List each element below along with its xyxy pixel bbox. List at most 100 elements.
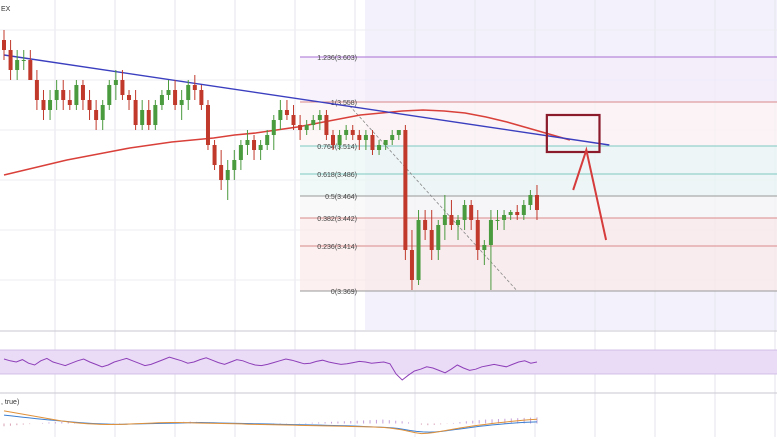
forecast-arrow [572, 146, 608, 241]
candle-body [311, 120, 316, 125]
candle-body [67, 100, 72, 105]
candle-body [304, 125, 309, 130]
candle-body [423, 220, 428, 230]
candle-body [390, 135, 395, 140]
candle-body [21, 60, 26, 61]
candle-body [146, 110, 151, 125]
candle-body [291, 115, 296, 125]
candle-body [442, 215, 447, 225]
candle-body [508, 212, 513, 215]
symbol-label: EX [1, 6, 11, 13]
candle-body [113, 80, 118, 85]
candle-body [173, 90, 178, 105]
candle-body [357, 135, 362, 140]
candle-body [469, 205, 474, 220]
macd-params-label: , true) [1, 399, 20, 406]
candle-body [462, 205, 467, 220]
candle-body [8, 50, 13, 70]
fib-level-label: 0.618(3.486) [317, 172, 357, 179]
candle-body [107, 85, 112, 105]
annotation-layer [545, 113, 608, 241]
moving-average-line [3, 109, 571, 176]
fib-level-label: 0.5(3.464) [325, 194, 357, 201]
candle-body [449, 215, 454, 225]
candle-body [344, 130, 349, 135]
overlay-lines-layer [3, 54, 610, 176]
candle-body [219, 165, 224, 180]
fibonacci-layer: 0(3.369) 0.236(3.414) 0.382(3.442) 0.5(3.46… [300, 55, 777, 296]
candle-body [232, 160, 237, 170]
resistance-trendline [3, 54, 610, 146]
candle-body [87, 100, 92, 110]
candle-body [258, 145, 263, 150]
candles-layer [2, 30, 539, 290]
candle-body [475, 220, 480, 250]
candle-body [140, 110, 145, 125]
candle-body [271, 120, 276, 135]
candle-body [403, 130, 408, 250]
candle-body [192, 85, 197, 90]
candle-body [515, 212, 520, 215]
candle-body [199, 90, 204, 105]
candle-body [495, 220, 500, 221]
candle-body [186, 85, 191, 100]
fib-band [300, 146, 777, 174]
candle-body [212, 145, 217, 165]
candle-body [15, 60, 20, 70]
candle-body [298, 125, 303, 130]
candle-body [396, 130, 401, 135]
candle-body [28, 60, 33, 80]
fib-band [300, 174, 777, 196]
candle-body [166, 90, 171, 95]
candle-body [409, 250, 414, 280]
candle-body [502, 215, 507, 220]
fib-level-label: 0.382(3.442) [317, 216, 357, 223]
fib-band [300, 246, 777, 291]
candle-body [278, 110, 283, 120]
candle-body [383, 140, 388, 145]
candle-body [100, 105, 105, 120]
rsi-line [3, 356, 538, 381]
rsi-band [0, 350, 777, 374]
candle-body [80, 85, 85, 100]
rsi-panel [0, 349, 777, 381]
candle-body [317, 115, 322, 120]
macd-panel [3, 410, 538, 435]
candle-body [120, 80, 125, 95]
fib-level-label: 1(3.558) [331, 100, 357, 107]
fib-level-label: 0.764(3.514) [317, 144, 357, 151]
candle-body [370, 135, 375, 150]
candle-body [350, 130, 355, 135]
candle-body [179, 100, 184, 105]
candle-body [2, 40, 6, 50]
fib-band [300, 102, 777, 146]
candle-body [265, 135, 270, 145]
candle-body [436, 225, 441, 250]
candle-body [34, 80, 39, 100]
candle-body [54, 90, 59, 100]
candle-body [41, 100, 46, 110]
macd-signal-line [3, 410, 538, 435]
candle-body [61, 90, 66, 100]
candle-body [252, 140, 257, 150]
candle-body [331, 135, 335, 145]
resistance-zone-box [545, 113, 601, 154]
candle-body [534, 195, 539, 210]
candle-body [429, 230, 434, 250]
fib-level-label: 1.236(3.603) [317, 55, 357, 62]
candle-body [133, 100, 138, 125]
candle-body [482, 245, 487, 250]
candle-body [284, 110, 289, 115]
candle-body [153, 105, 158, 125]
fib-swing-line [345, 101, 518, 292]
candle-body [521, 205, 526, 215]
candle-body [245, 140, 250, 145]
fib-level-label: 0(3.369) [331, 289, 357, 296]
candle-body [488, 220, 493, 245]
candle-body [127, 95, 132, 100]
candle-body [324, 115, 329, 135]
candle-body [377, 145, 382, 150]
candle-body [337, 135, 342, 145]
